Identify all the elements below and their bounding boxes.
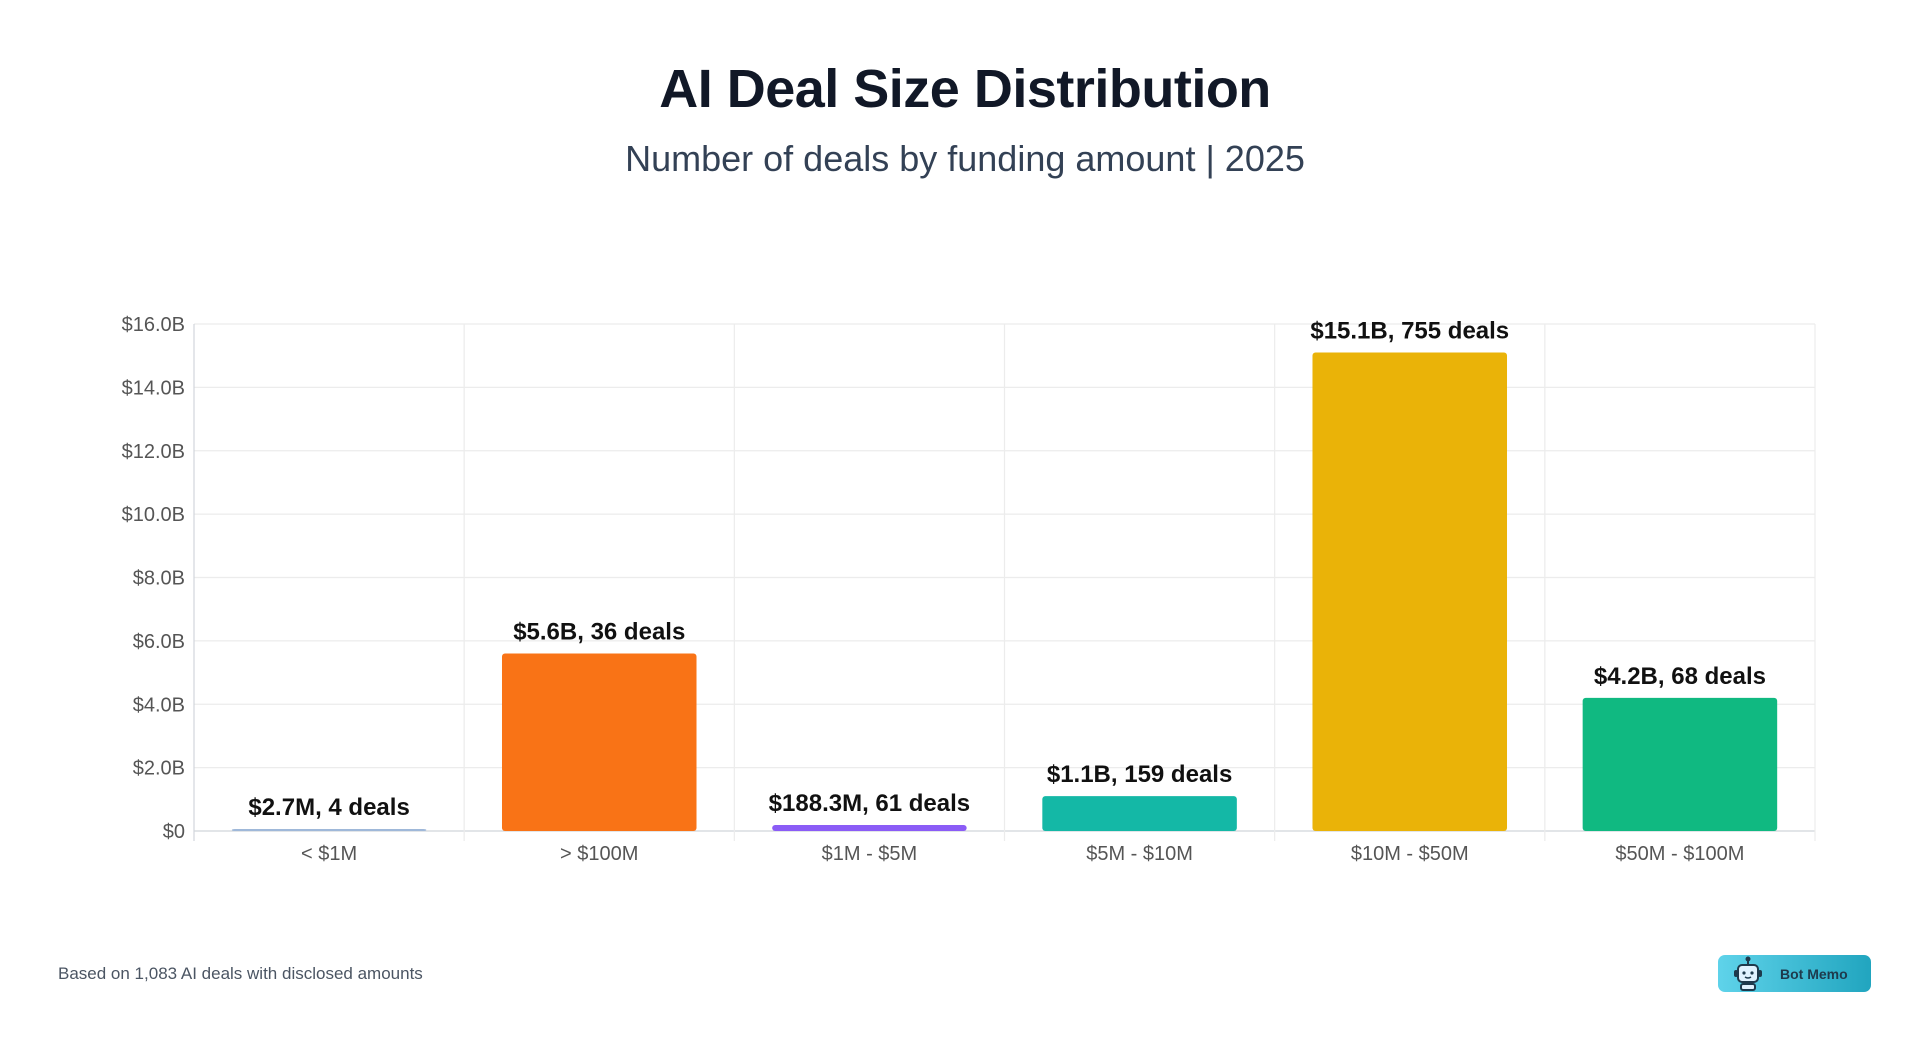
y-tick-label: $12.0B xyxy=(122,441,185,463)
y-tick-label: $10.0B xyxy=(122,504,185,526)
badge-label: Bot Memo xyxy=(1780,965,1848,982)
data-label: $2.7M, 4 deals xyxy=(248,794,409,821)
y-tick-label: $4.0B xyxy=(133,694,185,716)
chart-title: AI Deal Size Distribution xyxy=(659,59,1271,119)
chart-subtitle: Number of deals by funding amount | 2025 xyxy=(625,138,1305,179)
y-tick-label: $6.0B xyxy=(133,631,185,653)
bar xyxy=(1312,352,1508,831)
bar xyxy=(231,829,427,831)
robot-icon xyxy=(1734,956,1762,991)
x-tick-label: $1M - $5M xyxy=(822,843,918,865)
y-tick-label: $16.0B xyxy=(122,314,185,336)
x-tick-label: < $1M xyxy=(301,843,357,865)
x-tick-label: $10M - $50M xyxy=(1351,843,1469,865)
data-label: $1.1B, 159 deals xyxy=(1047,761,1232,788)
data-label: $5.6B, 36 deals xyxy=(513,619,685,646)
bar xyxy=(501,653,697,831)
y-tick-label: $8.0B xyxy=(133,568,185,590)
x-tick-label: > $100M xyxy=(560,843,638,865)
data-label: $188.3M, 61 deals xyxy=(769,790,970,817)
bar xyxy=(1582,697,1778,831)
y-tick-label: $2.0B xyxy=(133,758,185,780)
y-tick-label: $0 xyxy=(163,821,185,843)
bot-memo-badge[interactable]: Bot Memo xyxy=(1718,955,1871,992)
data-label: $15.1B, 755 deals xyxy=(1310,318,1509,345)
footnote: Based on 1,083 AI deals with disclosed a… xyxy=(58,964,423,983)
x-tick-label: $5M - $10M xyxy=(1086,843,1193,865)
data-label: $4.2B, 68 deals xyxy=(1594,663,1766,690)
x-tick-label: $50M - $100M xyxy=(1615,843,1744,865)
y-tick-label: $14.0B xyxy=(122,377,185,399)
bar xyxy=(1042,796,1237,831)
bar xyxy=(772,825,967,831)
